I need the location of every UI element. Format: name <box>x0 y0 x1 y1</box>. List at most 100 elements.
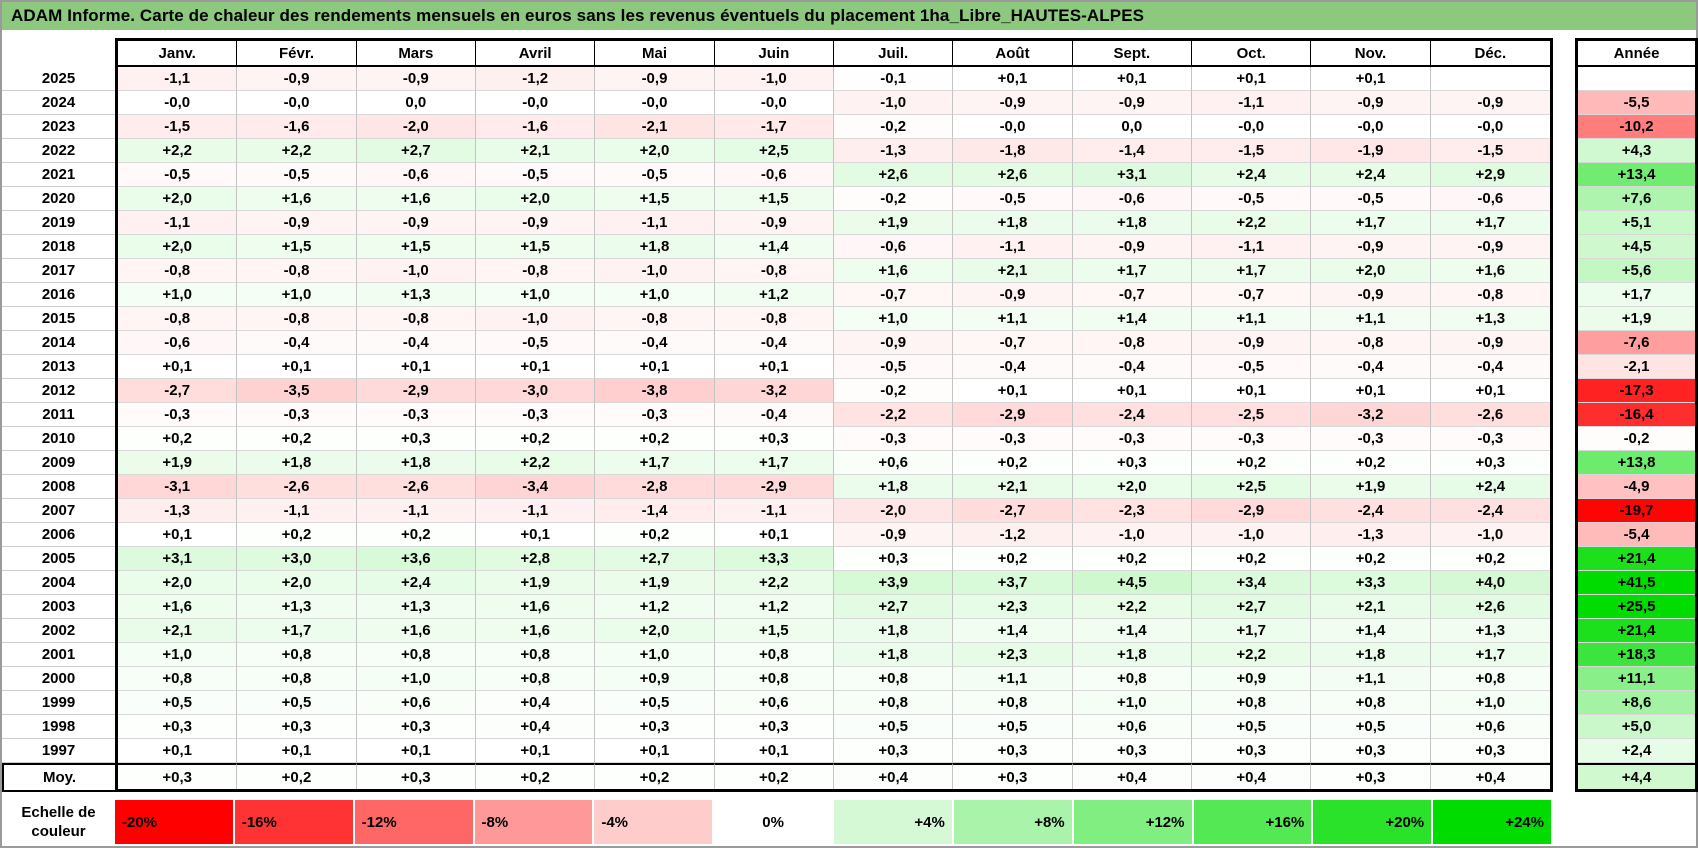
heatmap-cell-2012-6[interactable]: -3,2 <box>714 379 834 403</box>
annual-cell-2009[interactable]: +13,8 <box>1578 451 1695 475</box>
heatmap-cell-2014-10[interactable]: -0,9 <box>1192 331 1312 355</box>
heatmap-cell-2012-4[interactable]: -3,0 <box>476 379 596 403</box>
heatmap-cell-2000-5[interactable]: +0,9 <box>595 667 715 691</box>
heatmap-cell-2010-1[interactable]: +0,2 <box>118 427 238 451</box>
heatmap-cell-2009-2[interactable]: +1,8 <box>237 451 357 475</box>
heatmap-cell-2011-11[interactable]: -3,2 <box>1311 403 1431 427</box>
heatmap-cell-2004-6[interactable]: +2,2 <box>714 571 834 595</box>
month-header-cell[interactable]: Août <box>953 41 1073 67</box>
year-label-1998[interactable]: 1998 <box>2 715 115 739</box>
year-label-2012[interactable]: 2012 <box>2 379 115 403</box>
average-cell-7[interactable]: +0,4 <box>834 763 954 789</box>
heatmap-cell-2024-12[interactable]: -0,9 <box>1430 91 1550 115</box>
heatmap-cell-2001-7[interactable]: +1,8 <box>834 643 954 667</box>
heatmap-cell-2008-9[interactable]: +2,0 <box>1072 475 1192 499</box>
heatmap-cell-2016-1[interactable]: +1,0 <box>118 283 238 307</box>
heatmap-cell-2007-1[interactable]: -1,3 <box>118 499 238 523</box>
heatmap-cell-1998-5[interactable]: +0,3 <box>595 715 715 739</box>
heatmap-cell-2020-4[interactable]: +2,0 <box>476 187 596 211</box>
heatmap-cell-1999-10[interactable]: +0,8 <box>1192 691 1312 715</box>
heatmap-cell-2020-11[interactable]: -0,5 <box>1311 187 1431 211</box>
month-header-cell[interactable]: Juin <box>714 41 834 67</box>
heatmap-cell-2009-3[interactable]: +1,8 <box>356 451 476 475</box>
heatmap-cell-2002-11[interactable]: +1,4 <box>1311 619 1431 643</box>
heatmap-cell-2008-3[interactable]: -2,6 <box>356 475 476 499</box>
heatmap-cell-2006-12[interactable]: -1,0 <box>1430 523 1550 547</box>
heatmap-cell-2007-9[interactable]: -2,3 <box>1072 499 1192 523</box>
heatmap-cell-2018-6[interactable]: +1,4 <box>714 235 834 259</box>
year-label-2005[interactable]: 2005 <box>2 547 115 571</box>
heatmap-cell-2009-5[interactable]: +1,7 <box>595 451 715 475</box>
heatmap-cell-2023-1[interactable]: -1,5 <box>118 115 238 139</box>
heatmap-cell-2018-12[interactable]: -0,9 <box>1430 235 1550 259</box>
heatmap-cell-2002-3[interactable]: +1,6 <box>356 619 476 643</box>
heatmap-cell-2000-7[interactable]: +0,8 <box>834 667 954 691</box>
heatmap-cell-2017-8[interactable]: +2,1 <box>953 259 1073 283</box>
heatmap-cell-1997-1[interactable]: +0,1 <box>118 739 238 763</box>
heatmap-cell-2008-8[interactable]: +2,1 <box>953 475 1073 499</box>
heatmap-cell-2003-7[interactable]: +2,7 <box>834 595 954 619</box>
heatmap-cell-2023-12[interactable]: -0,0 <box>1430 115 1550 139</box>
month-header-cell[interactable]: Mai <box>595 41 715 67</box>
heatmap-cell-2015-4[interactable]: -1,0 <box>476 307 596 331</box>
heatmap-cell-1999-7[interactable]: +0,8 <box>834 691 954 715</box>
heatmap-cell-2021-3[interactable]: -0,6 <box>356 163 476 187</box>
average-cell-4[interactable]: +0,2 <box>476 763 596 789</box>
month-header-cell[interactable]: Oct. <box>1192 41 1312 67</box>
heatmap-cell-2017-5[interactable]: -1,0 <box>595 259 715 283</box>
heatmap-cell-2024-11[interactable]: -0,9 <box>1311 91 1431 115</box>
annual-cell-2011[interactable]: -16,4 <box>1578 403 1695 427</box>
heatmap-cell-1999-3[interactable]: +0,6 <box>356 691 476 715</box>
heatmap-cell-2004-8[interactable]: +3,7 <box>953 571 1073 595</box>
annual-cell-2004[interactable]: +41,5 <box>1578 571 1695 595</box>
annual-average-cell[interactable]: +4,4 <box>1578 763 1695 789</box>
average-cell-6[interactable]: +0,2 <box>714 763 834 789</box>
heatmap-cell-2007-12[interactable]: -2,4 <box>1430 499 1550 523</box>
heatmap-cell-2018-4[interactable]: +1,5 <box>476 235 596 259</box>
heatmap-cell-2016-7[interactable]: -0,7 <box>834 283 954 307</box>
annual-cell-2025[interactable] <box>1578 67 1695 91</box>
heatmap-cell-2022-5[interactable]: +2,0 <box>595 139 715 163</box>
heatmap-cell-2018-11[interactable]: -0,9 <box>1311 235 1431 259</box>
heatmap-cell-2005-2[interactable]: +3,0 <box>237 547 357 571</box>
heatmap-cell-2011-1[interactable]: -0,3 <box>118 403 238 427</box>
heatmap-cell-2013-12[interactable]: -0,4 <box>1430 355 1550 379</box>
heatmap-cell-2021-12[interactable]: +2,9 <box>1430 163 1550 187</box>
year-label-2008[interactable]: 2008 <box>2 475 115 499</box>
heatmap-cell-2013-8[interactable]: -0,4 <box>953 355 1073 379</box>
heatmap-cell-2014-11[interactable]: -0,8 <box>1311 331 1431 355</box>
heatmap-cell-2024-6[interactable]: -0,0 <box>714 91 834 115</box>
heatmap-cell-1998-6[interactable]: +0,3 <box>714 715 834 739</box>
heatmap-cell-2017-3[interactable]: -1,0 <box>356 259 476 283</box>
annual-cell-2021[interactable]: +13,4 <box>1578 163 1695 187</box>
heatmap-cell-2014-4[interactable]: -0,5 <box>476 331 596 355</box>
heatmap-cell-1998-7[interactable]: +0,5 <box>834 715 954 739</box>
heatmap-cell-2010-3[interactable]: +0,3 <box>356 427 476 451</box>
heatmap-cell-2000-2[interactable]: +0,8 <box>237 667 357 691</box>
heatmap-cell-2005-9[interactable]: +0,2 <box>1072 547 1192 571</box>
heatmap-cell-2025-11[interactable]: +0,1 <box>1311 67 1431 91</box>
heatmap-cell-1997-10[interactable]: +0,3 <box>1192 739 1312 763</box>
heatmap-cell-2013-6[interactable]: +0,1 <box>714 355 834 379</box>
annual-cell-2024[interactable]: -5,5 <box>1578 91 1695 115</box>
heatmap-cell-2006-8[interactable]: -1,2 <box>953 523 1073 547</box>
year-label-2007[interactable]: 2007 <box>2 499 115 523</box>
annual-cell-1998[interactable]: +5,0 <box>1578 715 1695 739</box>
annual-cell-2020[interactable]: +7,6 <box>1578 187 1695 211</box>
heatmap-cell-2020-12[interactable]: -0,6 <box>1430 187 1550 211</box>
heatmap-cell-2015-2[interactable]: -0,8 <box>237 307 357 331</box>
heatmap-cell-2000-9[interactable]: +0,8 <box>1072 667 1192 691</box>
annual-cell-2015[interactable]: +1,9 <box>1578 307 1695 331</box>
heatmap-cell-2020-6[interactable]: +1,5 <box>714 187 834 211</box>
heatmap-cell-2012-9[interactable]: +0,1 <box>1072 379 1192 403</box>
heatmap-cell-2000-4[interactable]: +0,8 <box>476 667 596 691</box>
heatmap-cell-2016-12[interactable]: -0,8 <box>1430 283 1550 307</box>
heatmap-cell-2015-6[interactable]: -0,8 <box>714 307 834 331</box>
heatmap-cell-2004-1[interactable]: +2,0 <box>118 571 238 595</box>
heatmap-cell-2016-10[interactable]: -0,7 <box>1192 283 1312 307</box>
annual-header-cell[interactable]: Année <box>1578 41 1695 67</box>
heatmap-cell-2017-11[interactable]: +2,0 <box>1311 259 1431 283</box>
heatmap-cell-2014-12[interactable]: -0,9 <box>1430 331 1550 355</box>
year-label-2018[interactable]: 2018 <box>2 235 115 259</box>
heatmap-cell-2003-3[interactable]: +1,3 <box>356 595 476 619</box>
